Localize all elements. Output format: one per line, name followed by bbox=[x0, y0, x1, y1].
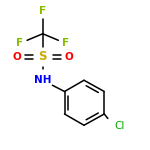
Text: F: F bbox=[62, 39, 70, 48]
Text: Cl: Cl bbox=[114, 121, 124, 131]
Text: O: O bbox=[65, 52, 73, 62]
Text: F: F bbox=[16, 39, 23, 48]
Text: F: F bbox=[39, 6, 46, 15]
Text: O: O bbox=[12, 52, 21, 62]
Text: S: S bbox=[39, 51, 47, 63]
Text: NH: NH bbox=[34, 75, 51, 85]
